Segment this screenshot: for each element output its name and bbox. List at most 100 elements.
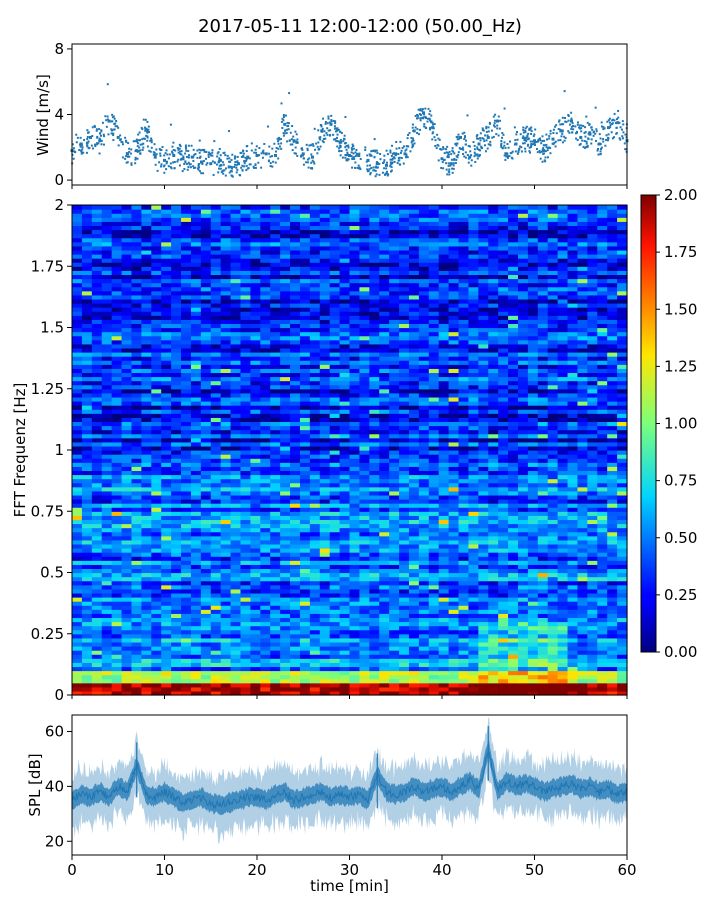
wind-point — [271, 147, 274, 150]
wind-point — [334, 130, 337, 133]
spectrogram-cell — [389, 629, 400, 635]
wind-point — [557, 120, 560, 123]
spectrogram-cell — [141, 523, 152, 529]
spectrogram-cell — [91, 637, 103, 643]
spectrogram-cell — [319, 605, 331, 610]
wind-point — [80, 149, 83, 152]
spectrogram-cell — [508, 674, 519, 680]
spectrogram-cell — [458, 503, 470, 508]
spectrogram-cell — [141, 450, 152, 455]
wind-point — [422, 116, 425, 119]
spectrogram-cell — [210, 572, 222, 578]
spectrogram-cell — [280, 511, 291, 516]
spectrogram-cell — [399, 601, 410, 606]
wind-point — [286, 121, 289, 124]
spectrogram-cell — [299, 474, 311, 480]
spectrogram-cell — [458, 597, 470, 602]
spectrogram-cell — [468, 678, 479, 684]
spectrogram-cell — [587, 613, 598, 619]
wind-point — [488, 122, 491, 125]
spectrogram-cell — [299, 601, 311, 606]
wind-point — [250, 149, 253, 152]
wind-point — [300, 155, 303, 158]
spectrogram-cell — [111, 552, 123, 557]
spectrogram-cell — [408, 597, 420, 602]
spectrogram-cell — [468, 637, 479, 643]
spectrogram-cell — [131, 531, 142, 537]
spectrogram-cell — [260, 454, 271, 459]
spectrogram-cell — [597, 445, 608, 451]
spectrogram-cell — [309, 601, 321, 606]
spectrogram-cell — [280, 552, 291, 557]
spectrogram-cell — [81, 511, 93, 516]
spectrogram-cell — [587, 572, 598, 578]
wind-point — [373, 138, 376, 141]
spectrogram-cell — [161, 666, 172, 672]
spectrogram-cell — [210, 470, 222, 476]
spectrogram-cell — [488, 646, 499, 651]
spectrogram-cell — [508, 670, 519, 676]
wind-point — [209, 162, 212, 165]
spectrogram-cell — [151, 543, 162, 549]
spectrogram-cell — [299, 511, 311, 516]
spectrogram-cell — [101, 507, 113, 512]
spectrogram-cell — [498, 654, 509, 659]
wind-point — [125, 139, 128, 142]
spectrogram-cell — [250, 584, 261, 590]
spectrogram-cell — [597, 617, 608, 623]
wind-point — [134, 158, 137, 161]
spectrogram-cell — [537, 507, 549, 512]
spectrogram-cell — [597, 605, 608, 610]
spectrogram-cell — [369, 609, 380, 614]
wind-point — [228, 160, 231, 163]
spectrogram-cell — [171, 662, 182, 668]
spectrogram-cell — [349, 576, 361, 582]
spectrogram-cell — [210, 613, 222, 619]
wind-point — [516, 130, 519, 133]
spectrogram-cell — [299, 629, 311, 635]
spectrogram-cell — [418, 441, 430, 447]
spectrogram-cell — [389, 511, 400, 516]
wind-point — [199, 155, 202, 158]
spectrogram-cell — [260, 441, 271, 447]
spectrogram-cell — [438, 646, 450, 651]
spectrogram-cell — [319, 597, 331, 602]
spectrogram-cell — [339, 458, 351, 463]
spectrogram-cell — [329, 556, 341, 561]
spectrogram-cell — [72, 641, 83, 647]
spectrogram-cell — [121, 437, 133, 443]
spectrogram-cell — [349, 482, 361, 488]
spectrogram-cell — [81, 462, 93, 467]
spectrogram-cell — [210, 584, 222, 590]
spectrogram-cell — [230, 629, 242, 635]
spectrogram-cell — [508, 646, 519, 651]
wind-point — [225, 167, 228, 170]
spectrogram-cell — [299, 650, 311, 655]
wind-point — [390, 170, 393, 173]
spectrogram-cell — [190, 445, 202, 451]
spectrogram-cell — [399, 482, 410, 488]
spectrogram-cell — [389, 682, 400, 688]
wind-point — [456, 156, 459, 159]
spectrogram-cell — [121, 494, 133, 500]
spectrogram-cell — [428, 633, 440, 639]
spectrogram-cell — [527, 597, 539, 602]
wind-point — [165, 168, 168, 171]
wind-point — [418, 113, 421, 116]
spectrogram-cell — [200, 658, 212, 663]
spectrogram-cell — [200, 584, 212, 590]
spectrogram-cell — [448, 613, 460, 619]
spectrogram-cell — [399, 670, 410, 676]
spectrogram-cell — [151, 478, 162, 484]
spectrogram-cell — [597, 654, 608, 659]
spectrogram-cell — [151, 662, 162, 668]
spectrogram-cell — [181, 572, 192, 578]
wind-point — [440, 157, 444, 161]
spectrogram-cell — [448, 519, 460, 525]
spectrogram-cell — [418, 592, 430, 598]
wind-point — [378, 173, 381, 176]
spectrogram-cell — [557, 564, 569, 570]
spectrogram-cell — [587, 433, 598, 439]
wind-point — [186, 168, 189, 171]
spectrogram-cell — [121, 503, 133, 508]
